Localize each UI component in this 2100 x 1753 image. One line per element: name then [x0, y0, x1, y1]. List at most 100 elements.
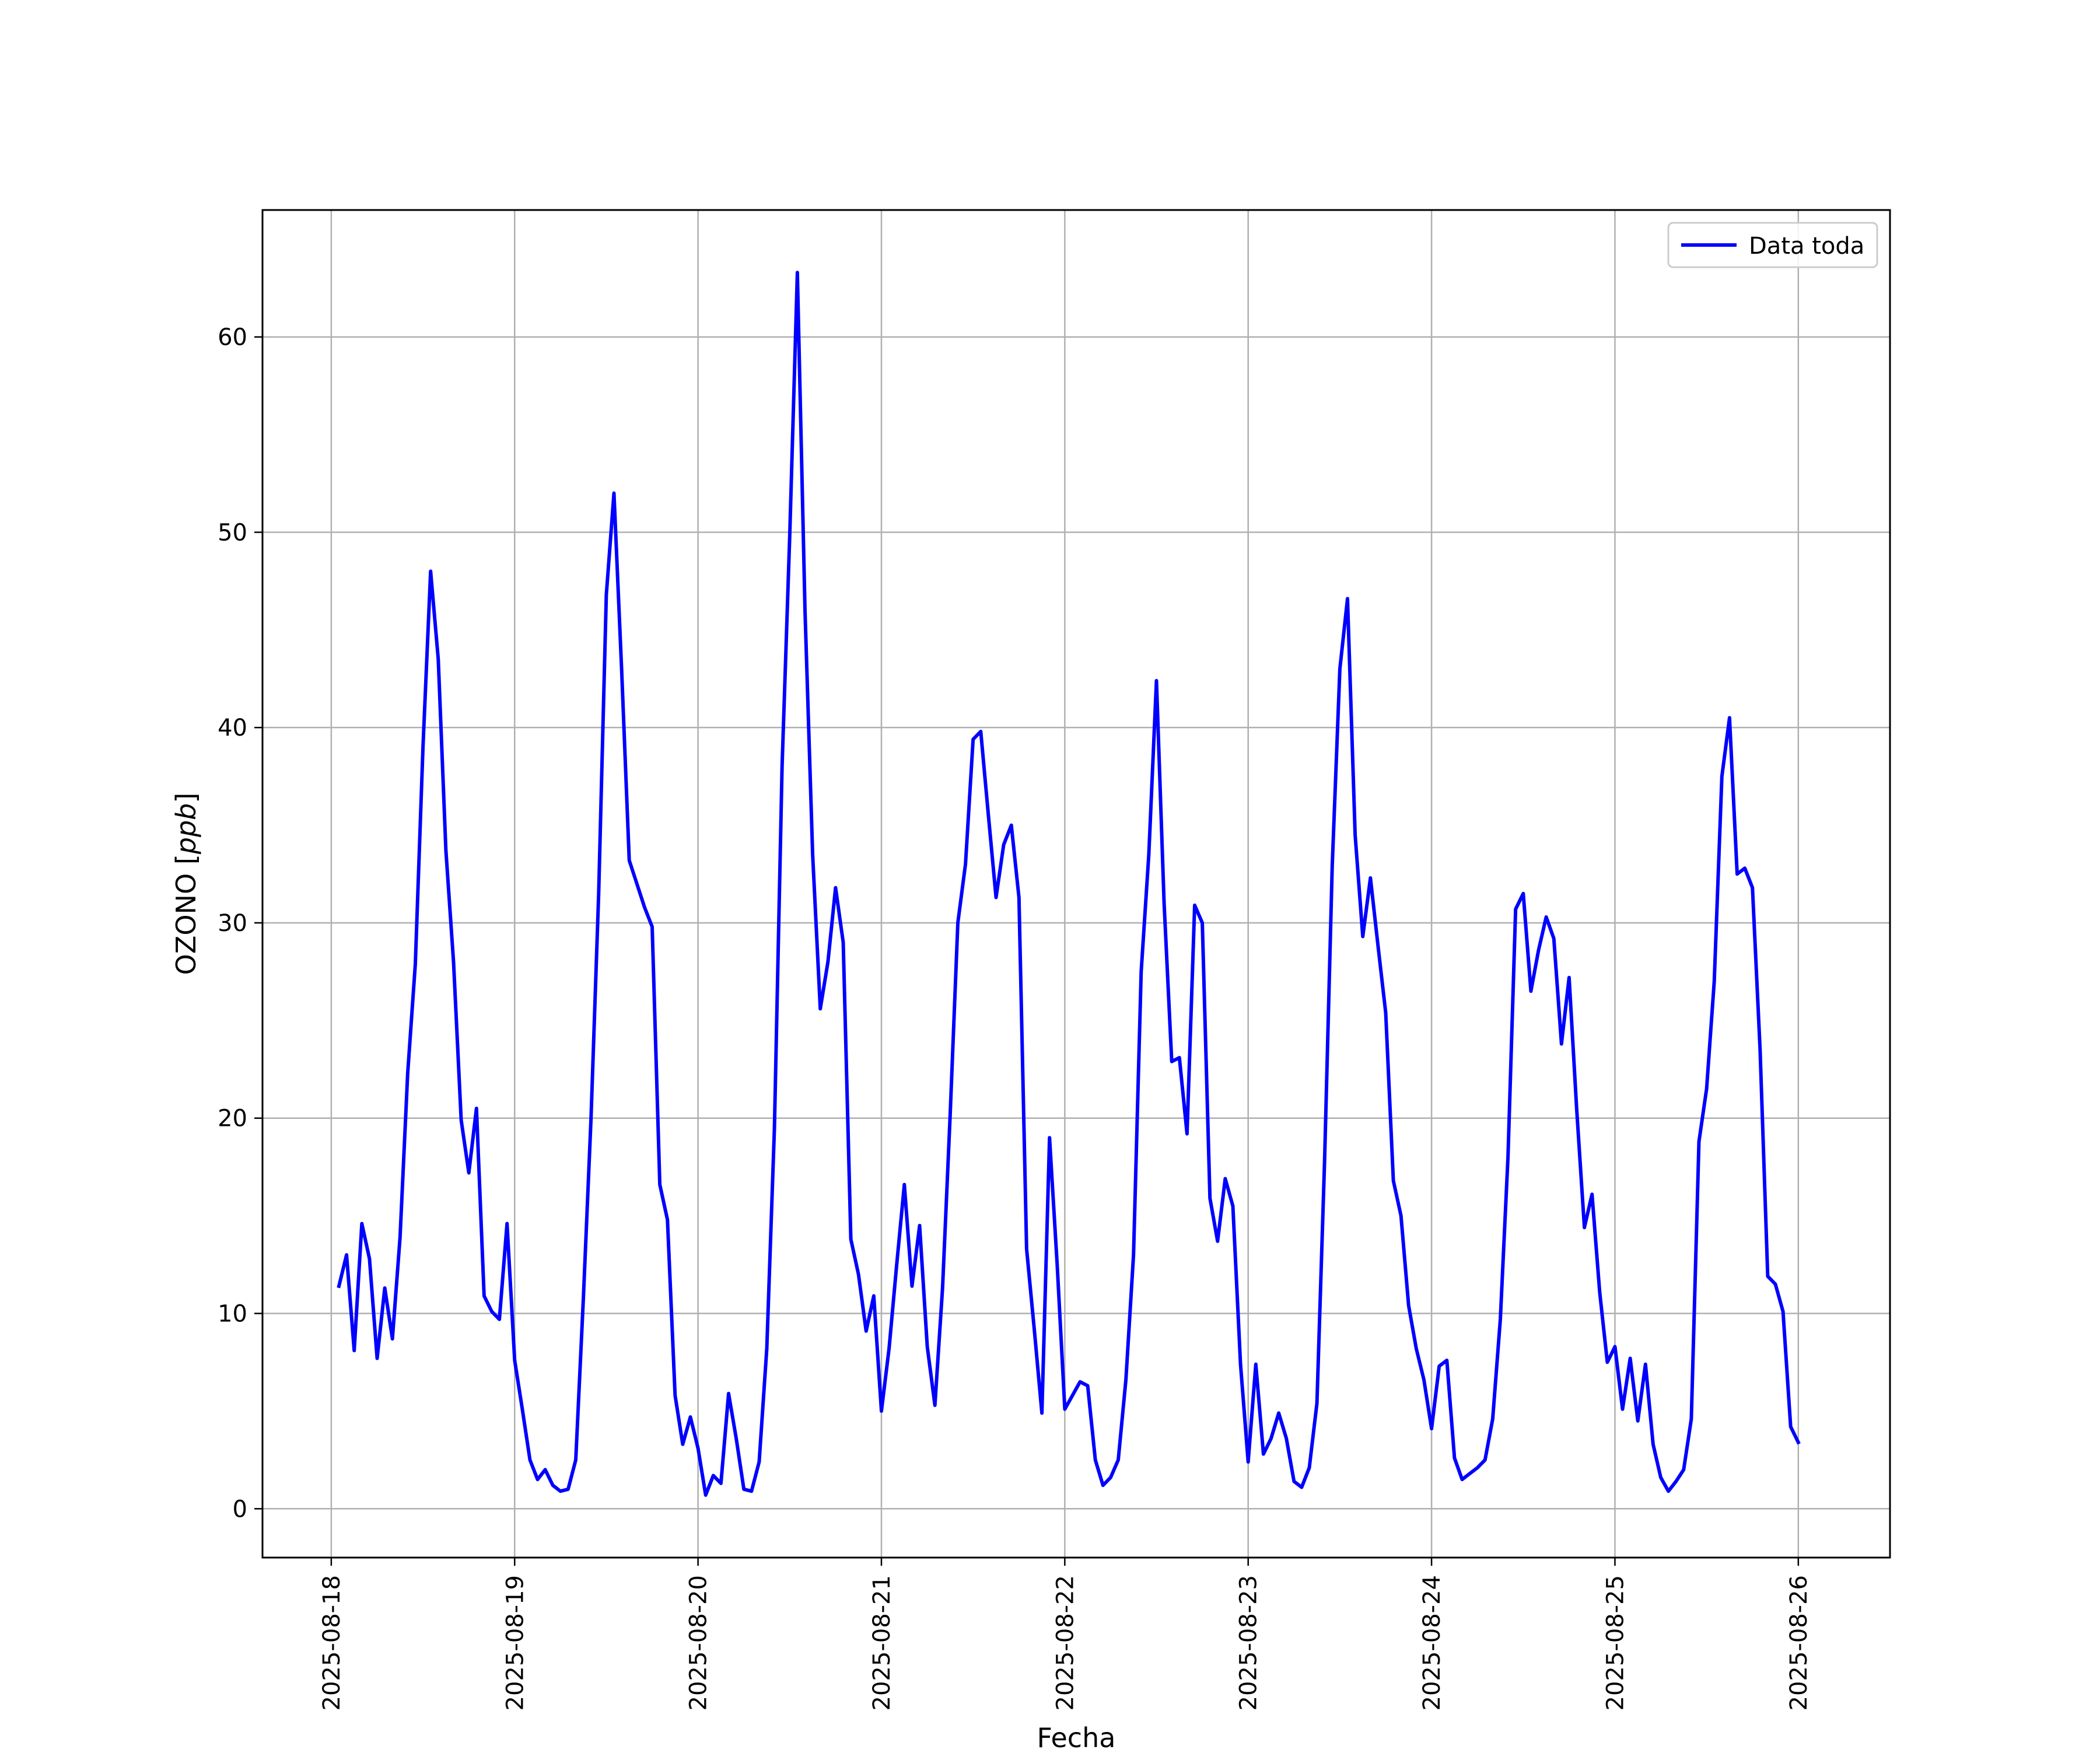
data-point — [1674, 1479, 1678, 1483]
data-point — [757, 1460, 761, 1464]
data-point — [1384, 1011, 1388, 1014]
data-point — [1323, 1159, 1326, 1163]
data-point — [482, 1294, 486, 1297]
data-point — [1315, 1402, 1319, 1405]
data-point — [918, 1224, 922, 1227]
data-point — [383, 1286, 387, 1290]
data-point — [681, 1443, 684, 1446]
data-point — [1614, 1345, 1617, 1348]
data-point — [773, 1126, 776, 1130]
data-point — [414, 962, 417, 965]
data-point — [1483, 1458, 1487, 1462]
y-axis-label-quantity: OZONO — [170, 865, 202, 975]
data-point — [1025, 1247, 1028, 1251]
data-point — [1399, 1214, 1403, 1217]
data-point — [1116, 1458, 1120, 1462]
data-point — [1094, 1458, 1097, 1462]
y-axis-label-bracket-open: [ — [170, 854, 202, 865]
data-point — [1499, 1318, 1502, 1321]
data-point — [1032, 1327, 1036, 1331]
data-point — [650, 925, 654, 929]
data-point — [979, 730, 982, 733]
data-point — [1262, 1453, 1265, 1456]
data-point — [1368, 876, 1372, 880]
data-point — [696, 1447, 700, 1450]
data-point — [1720, 775, 1724, 778]
data-point — [1338, 667, 1342, 671]
data-point — [1545, 915, 1548, 919]
data-point — [1055, 1263, 1059, 1266]
data-point — [872, 1294, 876, 1297]
data-point — [1728, 716, 1731, 719]
data-point — [1376, 944, 1380, 948]
data-point — [964, 863, 967, 866]
data-point — [1751, 886, 1754, 890]
data-point — [1789, 1425, 1793, 1429]
data-point — [1514, 908, 1517, 911]
data-point — [505, 1222, 509, 1226]
data-point — [582, 1296, 585, 1300]
data-point — [796, 271, 799, 274]
data-point — [803, 608, 807, 612]
data-point — [635, 882, 639, 886]
data-point — [1216, 1240, 1219, 1243]
data-point — [1598, 1290, 1601, 1294]
data-point — [1575, 1108, 1578, 1112]
data-point — [712, 1474, 715, 1477]
data-point — [452, 960, 456, 964]
data-point — [750, 1489, 753, 1493]
y-tick-label: 50 — [218, 519, 247, 546]
data-point — [398, 1236, 402, 1239]
data-point — [1743, 866, 1746, 870]
data-point — [628, 859, 631, 862]
x-tick-label: 2025-08-23 — [1236, 1575, 1262, 1710]
data-point — [620, 667, 624, 671]
data-point — [1017, 895, 1021, 899]
data-point — [704, 1493, 708, 1497]
data-point — [1735, 872, 1739, 876]
data-point — [719, 1482, 723, 1485]
data-point — [1063, 1408, 1066, 1411]
data-point — [1163, 902, 1166, 905]
data-point — [941, 1286, 944, 1290]
data-point — [995, 895, 998, 899]
data-point — [1667, 1489, 1670, 1493]
data-point — [910, 1285, 914, 1288]
data-point — [1300, 1486, 1303, 1489]
data-point — [490, 1310, 494, 1313]
data-point — [1705, 1087, 1709, 1091]
data-point — [368, 1257, 371, 1261]
data-point — [1774, 1282, 1777, 1286]
data-point — [520, 1408, 524, 1411]
data-point — [826, 960, 830, 964]
data-point — [1636, 1419, 1640, 1423]
data-point — [1797, 1441, 1800, 1444]
data-point — [1292, 1479, 1296, 1483]
data-point — [1758, 1048, 1762, 1052]
data-point — [727, 1392, 730, 1395]
x-tick-label: 2025-08-25 — [1602, 1575, 1629, 1710]
data-point — [1605, 1360, 1609, 1364]
data-point — [1567, 976, 1571, 979]
data-point — [780, 765, 784, 768]
y-tick-label: 60 — [218, 324, 247, 351]
data-point — [467, 1171, 471, 1175]
data-point — [1682, 1468, 1685, 1471]
data-point — [765, 1347, 769, 1350]
data-point — [1521, 892, 1525, 895]
data-point — [421, 746, 425, 749]
data-point — [1689, 1417, 1693, 1420]
data-point — [360, 1222, 363, 1226]
data-point — [1361, 935, 1364, 938]
data-point — [1491, 1417, 1494, 1420]
data-point — [1048, 1136, 1051, 1139]
data-point — [536, 1478, 540, 1481]
x-tick-label: 2025-08-19 — [502, 1575, 528, 1710]
data-point — [1124, 1378, 1128, 1381]
data-point — [1208, 1196, 1212, 1200]
data-point — [337, 1285, 341, 1288]
series-line-data-toda — [337, 271, 1801, 1497]
legend-box — [1667, 222, 1878, 268]
